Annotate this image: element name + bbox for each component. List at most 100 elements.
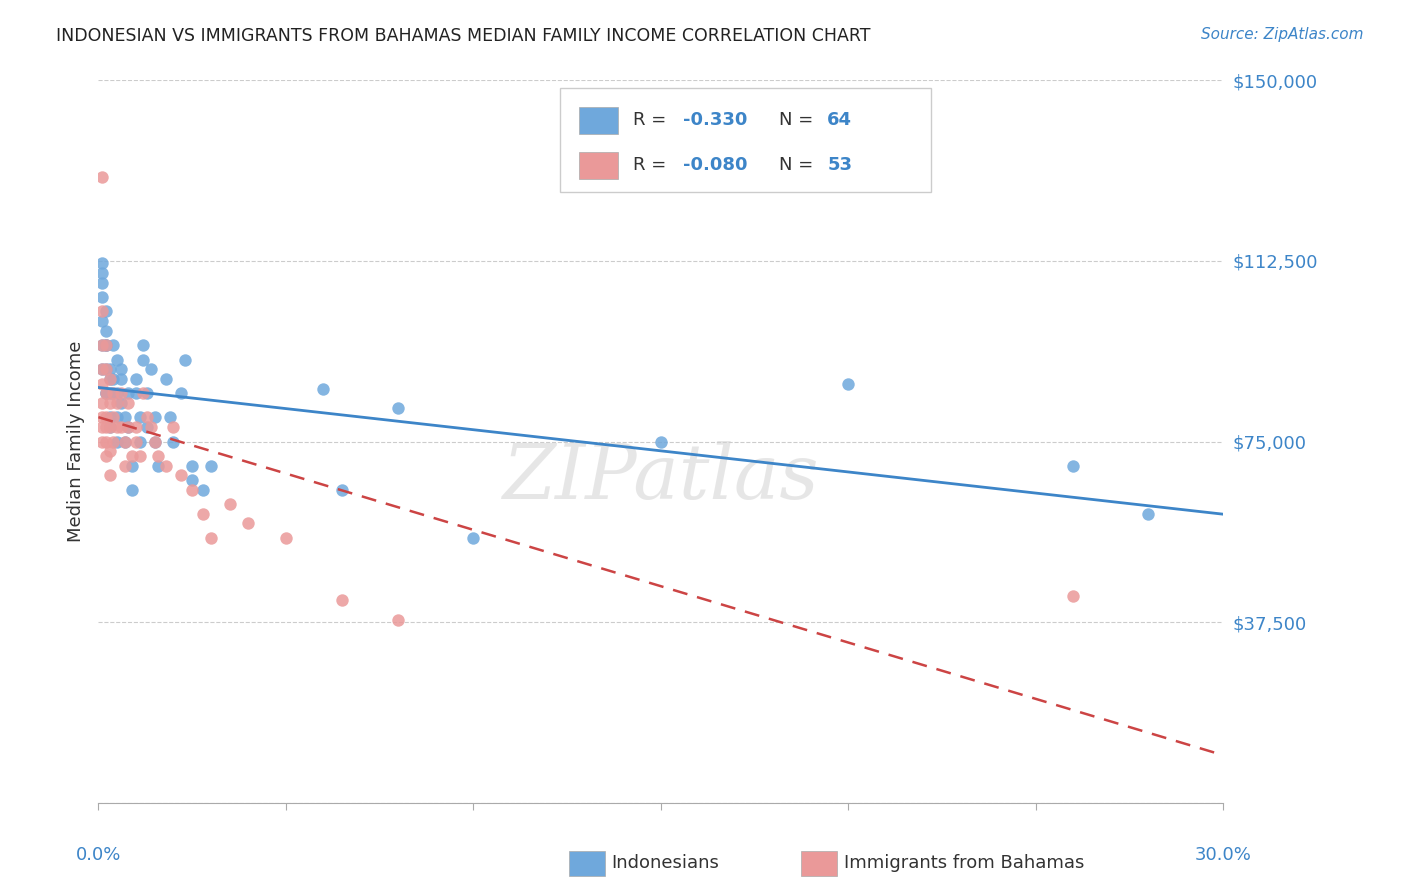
Text: R =: R = (633, 111, 672, 129)
Point (103, 434, 125, 449)
Point (159, 410, 181, 425)
Point (94, 386, 117, 401)
Point (91, 420, 114, 434)
Point (132, 352, 155, 367)
Bar (579, 152, 619, 179)
Point (132, 386, 155, 401)
Point (117, 386, 139, 401)
Point (387, 401, 409, 415)
Point (1137, 507, 1160, 521)
Text: 30.0%: 30.0% (1195, 847, 1251, 864)
Point (94, 324, 117, 338)
Point (94, 338, 117, 352)
Point (387, 613, 409, 627)
Point (91, 376, 114, 391)
Point (105, 410, 128, 425)
Point (170, 468, 193, 483)
Point (121, 458, 143, 473)
Point (98, 386, 121, 401)
Point (91, 276, 114, 290)
Point (91, 314, 114, 328)
Point (91, 290, 114, 304)
Point (170, 386, 193, 401)
Point (98, 420, 121, 434)
Point (463, 531, 485, 545)
Point (110, 386, 132, 401)
Point (181, 458, 204, 473)
Point (103, 410, 125, 425)
Point (91, 338, 114, 352)
Point (125, 372, 148, 386)
Point (94, 434, 117, 449)
Point (98, 362, 121, 376)
Point (200, 531, 222, 545)
Point (103, 386, 125, 401)
Point (98, 410, 121, 425)
Point (125, 386, 148, 401)
Point (103, 372, 125, 386)
Point (117, 420, 139, 434)
Point (94, 338, 117, 352)
Point (330, 483, 353, 497)
Point (125, 420, 148, 434)
Point (837, 376, 859, 391)
Text: -0.080: -0.080 (683, 156, 748, 174)
Point (155, 458, 177, 473)
Point (94, 338, 117, 352)
Point (162, 420, 184, 434)
Point (136, 420, 159, 434)
Point (94, 449, 117, 463)
Point (136, 410, 159, 425)
FancyBboxPatch shape (560, 87, 931, 193)
Point (94, 386, 117, 401)
Text: Source: ZipAtlas.com: Source: ZipAtlas.com (1201, 27, 1364, 42)
Point (173, 352, 195, 367)
Text: N =: N = (779, 111, 818, 129)
Point (132, 338, 155, 352)
Point (114, 434, 136, 449)
Point (94, 304, 117, 318)
Point (110, 362, 132, 376)
Point (91, 396, 114, 410)
Point (94, 362, 117, 376)
Point (114, 434, 136, 449)
Point (162, 434, 184, 449)
Point (330, 593, 353, 607)
Point (312, 382, 335, 396)
Point (91, 434, 114, 449)
Y-axis label: Median Family Income: Median Family Income (66, 341, 84, 542)
Point (148, 458, 170, 473)
Point (91, 169, 114, 184)
Text: INDONESIAN VS IMMIGRANTS FROM BAHAMAS MEDIAN FAMILY INCOME CORRELATION CHART: INDONESIAN VS IMMIGRANTS FROM BAHAMAS ME… (56, 27, 870, 45)
Point (94, 420, 117, 434)
Point (98, 372, 121, 386)
Text: ZIPatlas: ZIPatlas (502, 441, 820, 515)
Point (94, 362, 117, 376)
Point (94, 386, 117, 401)
Point (193, 507, 215, 521)
Point (155, 372, 177, 386)
Point (181, 473, 204, 487)
Point (128, 434, 150, 449)
Point (125, 434, 148, 449)
Text: N =: N = (779, 156, 818, 174)
Point (1062, 458, 1084, 473)
Point (91, 410, 114, 425)
Text: Immigrants from Bahamas: Immigrants from Bahamas (844, 855, 1084, 872)
Point (91, 338, 114, 352)
Point (193, 483, 215, 497)
Point (274, 531, 297, 545)
Point (650, 434, 672, 449)
Point (117, 396, 139, 410)
Point (121, 449, 143, 463)
Point (105, 396, 128, 410)
Text: 64: 64 (827, 111, 852, 129)
Point (1062, 589, 1084, 603)
Text: R =: R = (633, 156, 672, 174)
Point (128, 410, 150, 425)
Point (91, 304, 114, 318)
Point (136, 386, 159, 401)
Point (238, 516, 260, 531)
Point (139, 420, 162, 434)
Point (110, 396, 132, 410)
